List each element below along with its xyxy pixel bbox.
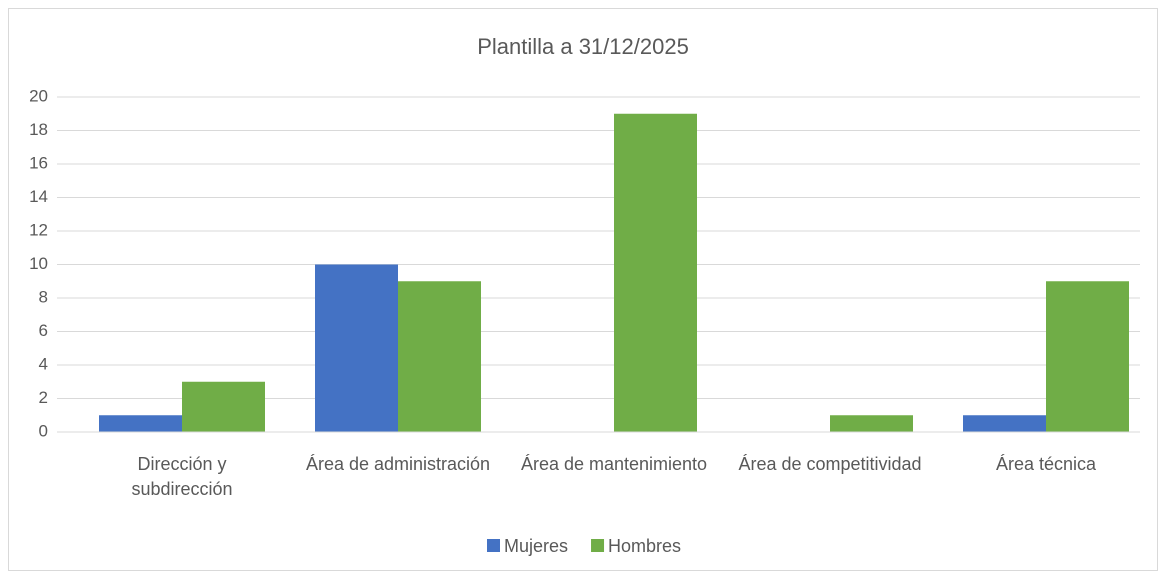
y-tick-label: 4	[39, 354, 48, 373]
x-tick-label: Dirección y subdirección	[131, 454, 233, 499]
x-tick-label: Área técnica	[995, 454, 1097, 474]
y-tick-label: 18	[29, 120, 48, 139]
bar	[830, 415, 913, 432]
x-tick-label: Área de administración	[305, 454, 491, 474]
y-tick-label: 0	[39, 421, 48, 440]
bar	[963, 415, 1046, 432]
legend-swatch	[487, 539, 500, 552]
y-tick-label: 16	[29, 153, 48, 172]
chart-border	[8, 8, 1158, 571]
y-tick-label: 12	[29, 220, 48, 239]
chart-title: Plantilla a 31/12/2025	[477, 34, 689, 59]
y-tick-label: 2	[39, 388, 48, 407]
legend-label: Mujeres	[504, 536, 568, 556]
x-tick-label: Área de competitividad	[738, 454, 922, 474]
bar	[315, 264, 398, 432]
y-tick-label: 20	[29, 86, 48, 105]
y-tick-label: 8	[39, 287, 48, 306]
y-tick-label: 10	[29, 254, 48, 273]
bar	[398, 281, 481, 432]
bar	[1046, 281, 1129, 432]
legend-label: Hombres	[608, 536, 681, 556]
x-tick-label: Área de mantenimiento	[520, 454, 708, 474]
y-tick-label: 6	[39, 321, 48, 340]
bar	[182, 381, 265, 432]
y-tick-label: 14	[29, 187, 48, 206]
bar	[99, 415, 182, 432]
bar	[614, 113, 697, 432]
legend-swatch	[591, 539, 605, 552]
